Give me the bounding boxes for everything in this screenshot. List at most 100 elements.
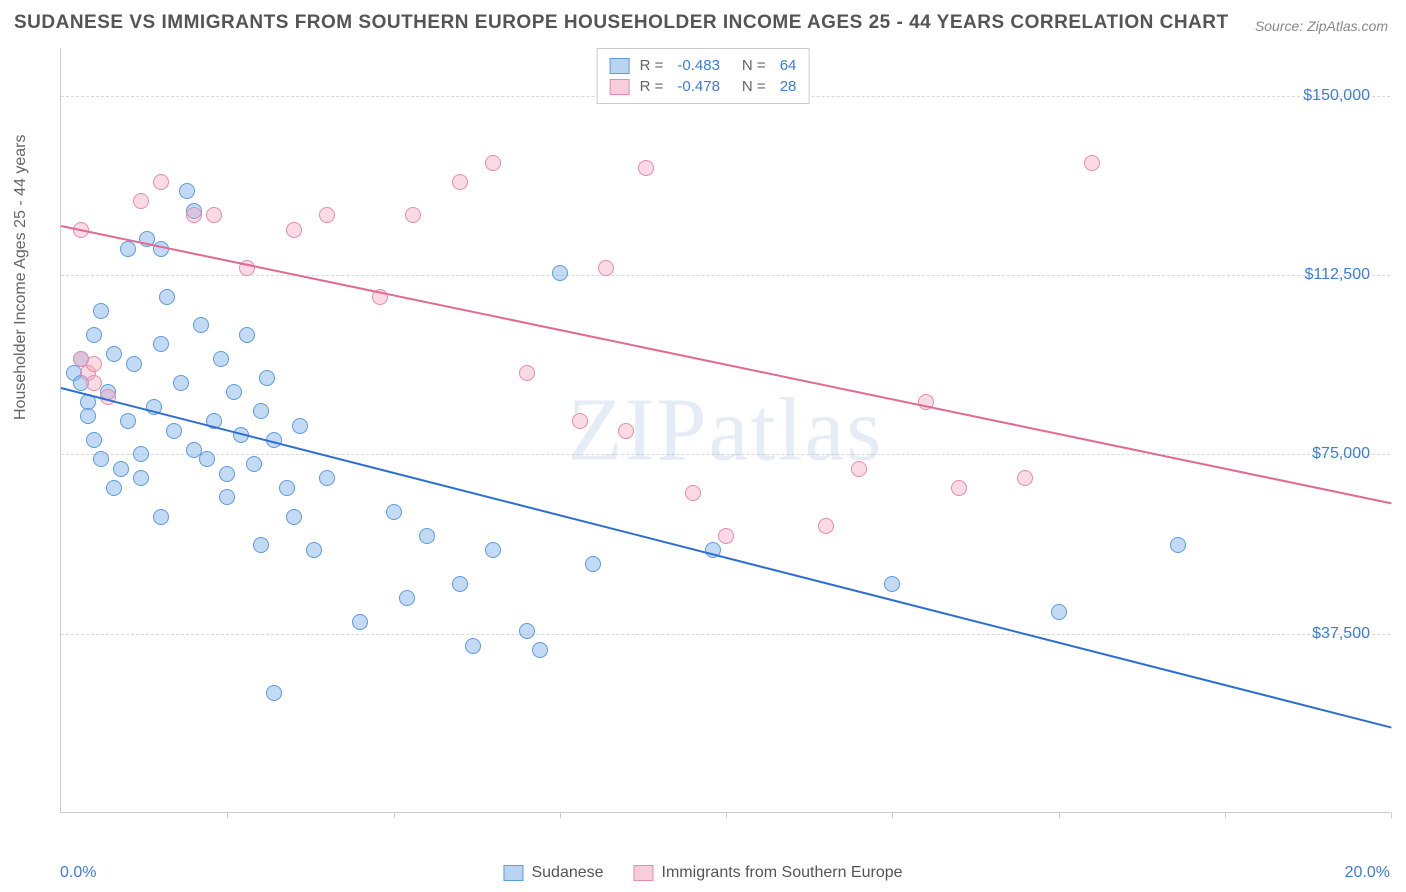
data-point [1051, 604, 1067, 620]
data-point [485, 542, 501, 558]
x-tick [1059, 812, 1060, 818]
data-point [86, 375, 102, 391]
data-point [86, 327, 102, 343]
data-point [80, 408, 96, 424]
data-point [286, 509, 302, 525]
data-point [133, 446, 149, 462]
data-point [106, 480, 122, 496]
data-point [86, 432, 102, 448]
series-legend: Sudanese Immigrants from Southern Europe [503, 864, 902, 882]
data-point [266, 685, 282, 701]
data-point [618, 423, 634, 439]
data-point [532, 642, 548, 658]
data-point [851, 461, 867, 477]
data-point [405, 207, 421, 223]
swatch-blue [610, 58, 630, 74]
data-point [246, 456, 262, 472]
x-tick [227, 812, 228, 818]
n-label: N = [742, 57, 766, 74]
data-point [638, 160, 654, 176]
data-point [306, 542, 322, 558]
swatch-pink [610, 79, 630, 95]
data-point [133, 193, 149, 209]
n-value-sudanese: 64 [780, 57, 797, 74]
swatch-pink [634, 865, 654, 881]
y-tick-label: $75,000 [1312, 445, 1370, 463]
legend-label-southern-europe: Immigrants from Southern Europe [662, 864, 903, 882]
plot-area: ZIPatlas $37,500$75,000$112,500$150,000 [60, 48, 1390, 813]
legend-row-southern-europe: R = -0.478 N = 28 [610, 76, 797, 97]
data-point [153, 174, 169, 190]
data-point [718, 528, 734, 544]
watermark: ZIPatlas [568, 379, 884, 482]
data-point [279, 480, 295, 496]
data-point [1170, 537, 1186, 553]
chart-title: SUDANESE VS IMMIGRANTS FROM SOUTHERN EUR… [14, 12, 1229, 34]
data-point [452, 174, 468, 190]
data-point [106, 346, 122, 362]
data-point [485, 155, 501, 171]
data-point [319, 207, 335, 223]
x-tick [892, 812, 893, 818]
data-point [219, 466, 235, 482]
legend-row-sudanese: R = -0.483 N = 64 [610, 55, 797, 76]
data-point [1084, 155, 1100, 171]
data-point [399, 590, 415, 606]
data-point [598, 260, 614, 276]
data-point [126, 356, 142, 372]
data-point [120, 413, 136, 429]
data-point [133, 470, 149, 486]
data-point [419, 528, 435, 544]
data-point [166, 423, 182, 439]
data-point [519, 365, 535, 381]
y-tick-label: $150,000 [1303, 87, 1370, 105]
gridline [61, 634, 1390, 635]
data-point [519, 623, 535, 639]
data-point [452, 576, 468, 592]
data-point [113, 461, 129, 477]
trend-line [61, 387, 1391, 728]
r-value-southern-europe: -0.478 [677, 78, 720, 95]
data-point [818, 518, 834, 534]
data-point [1017, 470, 1033, 486]
x-axis-min-label: 0.0% [60, 864, 96, 882]
data-point [465, 638, 481, 654]
data-point [286, 222, 302, 238]
data-point [319, 470, 335, 486]
r-value-sudanese: -0.483 [677, 57, 720, 74]
data-point [884, 576, 900, 592]
data-point [572, 413, 588, 429]
data-point [186, 207, 202, 223]
chart-container: SUDANESE VS IMMIGRANTS FROM SOUTHERN EUR… [0, 0, 1406, 892]
x-tick [1225, 812, 1226, 818]
data-point [153, 509, 169, 525]
gridline [61, 275, 1390, 276]
y-tick-label: $37,500 [1312, 625, 1370, 643]
data-point [173, 375, 189, 391]
gridline [61, 454, 1390, 455]
legend-item-southern-europe: Immigrants from Southern Europe [634, 864, 903, 882]
data-point [253, 537, 269, 553]
data-point [951, 480, 967, 496]
data-point [153, 336, 169, 352]
x-tick [1391, 812, 1392, 818]
legend-item-sudanese: Sudanese [503, 864, 603, 882]
data-point [213, 351, 229, 367]
data-point [253, 403, 269, 419]
source-attribution: Source: ZipAtlas.com [1255, 18, 1388, 34]
data-point [199, 451, 215, 467]
swatch-blue [503, 865, 523, 881]
correlation-legend: R = -0.483 N = 64 R = -0.478 N = 28 [597, 48, 810, 104]
data-point [219, 489, 235, 505]
x-tick [560, 812, 561, 818]
r-label: R = [640, 57, 664, 74]
x-tick [394, 812, 395, 818]
y-axis-label: Householder Income Ages 25 - 44 years [12, 135, 30, 421]
data-point [120, 241, 136, 257]
data-point [159, 289, 175, 305]
n-label: N = [742, 78, 766, 95]
r-label: R = [640, 78, 664, 95]
data-point [352, 614, 368, 630]
x-axis-max-label: 20.0% [1345, 864, 1390, 882]
data-point [193, 317, 209, 333]
